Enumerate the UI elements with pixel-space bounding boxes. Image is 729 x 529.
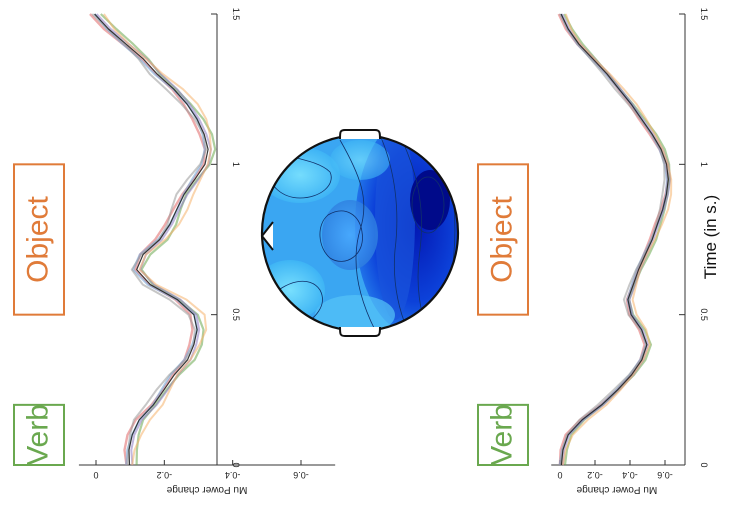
time-tick-label: 0.5: [231, 308, 241, 321]
verb-window-box: [477, 403, 529, 467]
head-topomap-icon: [260, 129, 460, 337]
time-tick-label: 0.5: [699, 308, 709, 321]
object-label: Object: [22, 195, 55, 282]
object-window-box: [477, 163, 529, 316]
series-line: [95, 13, 212, 466]
verb-window-box: [13, 403, 65, 467]
left-panel: 00.511.50 -0.2 -0.4 -0.6Mu Power changeVerb…: [13, 8, 336, 495]
time-tick-label: 1: [231, 162, 241, 167]
value-tick-label: -0.2: [157, 470, 173, 480]
time-tick-label: 1.5: [699, 8, 709, 21]
series-line: [89, 13, 207, 466]
time-tick-label: 1.5: [231, 8, 241, 21]
series-line: [91, 13, 208, 466]
series-line: [561, 13, 673, 466]
value-axis-label: Mu Power change: [576, 484, 657, 495]
series-line: [103, 13, 212, 466]
series-line: [94, 13, 209, 466]
series-line: [560, 13, 669, 466]
time-tick-label: 0: [699, 462, 709, 467]
value-tick-label: 0: [93, 470, 98, 480]
verb-label: Verb: [22, 404, 55, 466]
value-tick-label: -0.4: [225, 470, 241, 480]
right-panel: 0 0.5 1 1.5 0 -0.2 -0.4 -0.6Mu Power change Verb…: [477, 8, 720, 495]
value-tick-label: -0.6: [293, 470, 309, 480]
value-axis-label: Mu Power change: [166, 484, 247, 495]
value-tick-label: -0.6: [657, 470, 673, 480]
value-tick-label: 0: [557, 470, 562, 480]
value-tick-label: -0.2: [587, 470, 603, 480]
time-axis-label: Time (in s.): [701, 195, 720, 279]
object-label: Object: [486, 195, 519, 282]
series-line: [93, 13, 206, 466]
object-window-box: [13, 163, 65, 316]
verb-label: Verb: [486, 404, 519, 466]
time-tick-label: 1: [699, 162, 709, 167]
value-tick-label: -0.4: [622, 470, 638, 480]
